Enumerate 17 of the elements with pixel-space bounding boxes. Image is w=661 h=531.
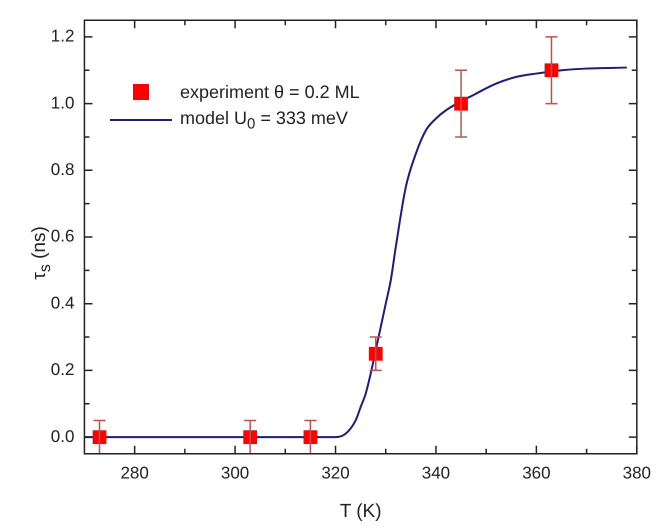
x-tick-label: 340 (422, 464, 450, 483)
y-tick-label: 1.2 (50, 26, 74, 46)
x-tick-label: 280 (120, 464, 149, 483)
y-tick-label: 0.0 (50, 426, 74, 446)
y-tick-label: 0.2 (50, 360, 74, 380)
y-tick-label: 0.4 (50, 293, 74, 312)
line-series (84, 66, 628, 438)
y-tick-label: 0.6 (50, 226, 74, 246)
y-tick-label: 1.0 (50, 93, 74, 112)
x-tick-label: 380 (622, 464, 652, 483)
x-tick-label: 300 (220, 464, 250, 483)
x-axis-title: T (K) (340, 500, 382, 522)
y-tick-label: 0.8 (50, 160, 74, 179)
x-tick-label: 320 (321, 464, 350, 483)
x-tick-label: 360 (522, 464, 551, 483)
legend-label: model U$_{0}$ = 333 meV (180, 108, 348, 132)
legend-label: experiment θ = 0.2 ML (180, 82, 360, 102)
